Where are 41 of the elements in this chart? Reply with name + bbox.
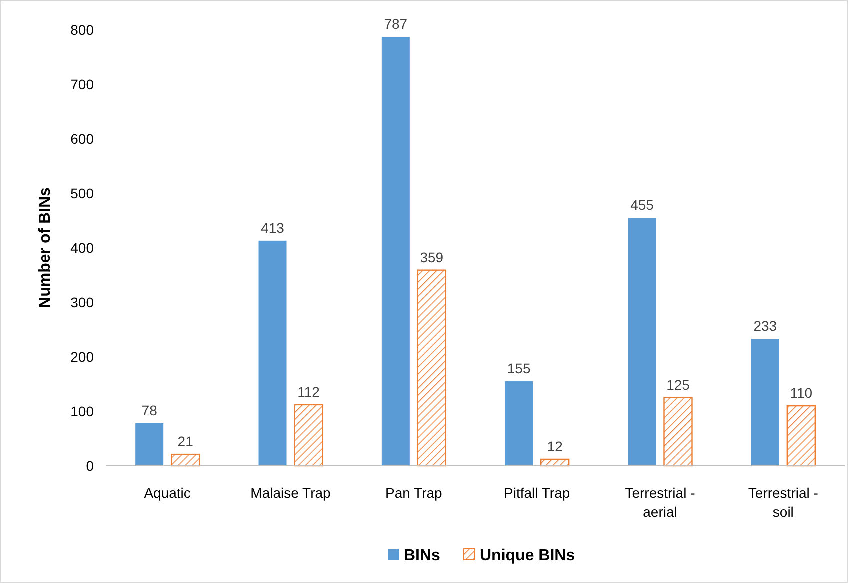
data-label: 78 bbox=[142, 402, 158, 418]
y-tick-label: 400 bbox=[70, 240, 94, 256]
x-tick-label: Malaise Trap bbox=[250, 485, 332, 501]
bar bbox=[505, 382, 534, 466]
y-tick-label: 200 bbox=[70, 348, 94, 365]
x-tick-label: Terrestrial - aerial bbox=[625, 485, 696, 520]
bar bbox=[417, 270, 447, 467]
data-label: 413 bbox=[261, 220, 285, 236]
data-label: 21 bbox=[178, 434, 194, 450]
bar bbox=[628, 218, 656, 466]
bar bbox=[786, 405, 816, 467]
y-tick-label: 700 bbox=[70, 76, 94, 92]
data-label: 787 bbox=[384, 16, 408, 32]
legend-label: Unique BINs bbox=[480, 548, 576, 565]
x-tick-label: Aquatic bbox=[144, 485, 191, 501]
data-label: 359 bbox=[420, 249, 444, 266]
bar bbox=[136, 423, 164, 466]
x-tick-label: Pan Trap bbox=[386, 485, 443, 501]
y-axis-title: Number of BINs bbox=[37, 187, 54, 308]
y-tick-label: 0 bbox=[86, 458, 94, 474]
data-label: 155 bbox=[507, 360, 531, 377]
bar bbox=[664, 397, 693, 467]
data-label: 455 bbox=[630, 197, 654, 214]
y-tick-label: 500 bbox=[70, 185, 94, 202]
data-label: 110 bbox=[790, 385, 813, 402]
data-label: 12 bbox=[547, 438, 564, 454]
bar bbox=[258, 240, 287, 466]
bar bbox=[170, 454, 200, 467]
y-tick-label: 300 bbox=[70, 294, 94, 310]
y-tick-label: 600 bbox=[70, 130, 94, 147]
data-label: 125 bbox=[666, 376, 690, 393]
data-label: 112 bbox=[298, 384, 320, 400]
data-label: 233 bbox=[754, 318, 778, 334]
y-tick-label: 100 bbox=[70, 403, 94, 420]
bar bbox=[751, 339, 780, 466]
legend-label: BINs bbox=[404, 548, 441, 565]
bar bbox=[382, 37, 410, 466]
y-tick-label: 800 bbox=[70, 22, 94, 38]
x-tick-label: Terrestrial - soil bbox=[748, 485, 819, 520]
bar bbox=[294, 404, 324, 467]
x-tick-label: Pitfall Trap bbox=[504, 485, 570, 501]
